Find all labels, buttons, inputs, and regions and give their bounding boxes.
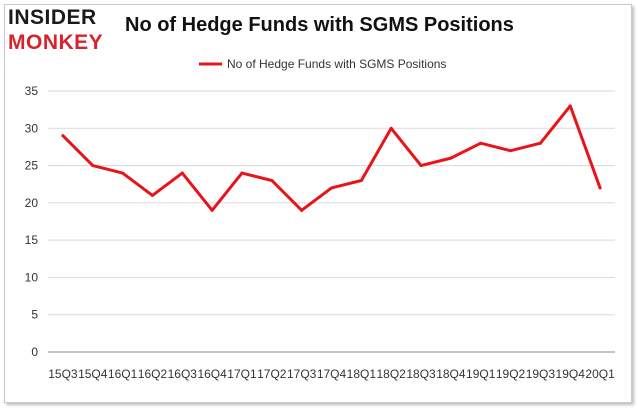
y-tick-label: 0 [31, 345, 38, 359]
legend: No of Hedge Funds with SGMS Positions [199, 57, 446, 71]
y-tick-label: 25 [25, 159, 39, 173]
x-tick-label: 18Q4 [436, 367, 466, 381]
y-axis-ticks: 0 5 10 15 20 25 30 35 [25, 84, 39, 359]
data-point [509, 149, 513, 153]
data-point [359, 178, 363, 182]
x-tick-label: 18Q1 [347, 367, 377, 381]
x-tick-label: 17Q3 [287, 367, 317, 381]
data-point [300, 208, 304, 212]
x-tick-label: 15Q4 [78, 367, 108, 381]
x-tick-label: 19Q3 [526, 367, 556, 381]
logo-line-2: MONKEY [8, 31, 104, 54]
y-tick-label: 10 [25, 270, 39, 284]
logo-line-1: INSIDER [8, 6, 97, 29]
data-point [419, 164, 423, 168]
x-tick-label: 18Q2 [377, 367, 407, 381]
series-line [61, 104, 602, 212]
y-tick-label: 20 [25, 196, 39, 210]
data-point [330, 186, 333, 190]
x-tick-label: 19Q2 [496, 367, 526, 381]
data-point [210, 208, 214, 212]
x-tick-label: 17Q1 [227, 367, 257, 381]
chart-title: No of Hedge Funds with SGMS Positions [125, 14, 514, 36]
data-point [61, 134, 65, 138]
y-tick-label: 15 [25, 233, 39, 247]
x-axis-ticks: 15Q3 15Q4 16Q1 16Q2 16Q3 16Q4 17Q1 17Q2 17Q3 17Q4… [48, 367, 615, 381]
x-tick-label: 15Q3 [48, 367, 78, 381]
series-group [61, 104, 602, 212]
y-tick-label: 5 [31, 308, 38, 322]
y-tick-label: 35 [25, 84, 39, 98]
x-tick-label: 17Q2 [257, 367, 287, 381]
data-point [568, 104, 572, 108]
data-point [240, 171, 244, 175]
data-point [91, 164, 95, 168]
x-tick-label: 18Q3 [406, 367, 436, 381]
y-tick-label: 30 [25, 121, 39, 135]
data-point [121, 171, 125, 175]
data-point [538, 141, 542, 145]
x-tick-label: 19Q1 [466, 367, 496, 381]
data-point [598, 186, 602, 190]
x-tick-label: 16Q4 [197, 367, 227, 381]
x-tick-label: 16Q3 [168, 367, 198, 381]
x-tick-label: 20Q1 [585, 367, 615, 381]
x-tick-label: 16Q1 [108, 367, 138, 381]
data-point [479, 141, 483, 145]
x-tick-label: 17Q4 [317, 367, 347, 381]
chart-frame [4, 4, 632, 403]
data-point [270, 178, 274, 182]
x-tick-label: 16Q2 [138, 367, 168, 381]
legend-label: No of Hedge Funds with SGMS Positions [227, 57, 446, 71]
data-point [449, 156, 453, 160]
grid-lines [48, 90, 615, 353]
insider-monkey-logo: INSIDER MONKEY [8, 7, 120, 57]
data-point [150, 193, 154, 197]
x-tick-label: 19Q4 [556, 367, 586, 381]
data-point [180, 171, 184, 175]
data-point [389, 126, 393, 130]
